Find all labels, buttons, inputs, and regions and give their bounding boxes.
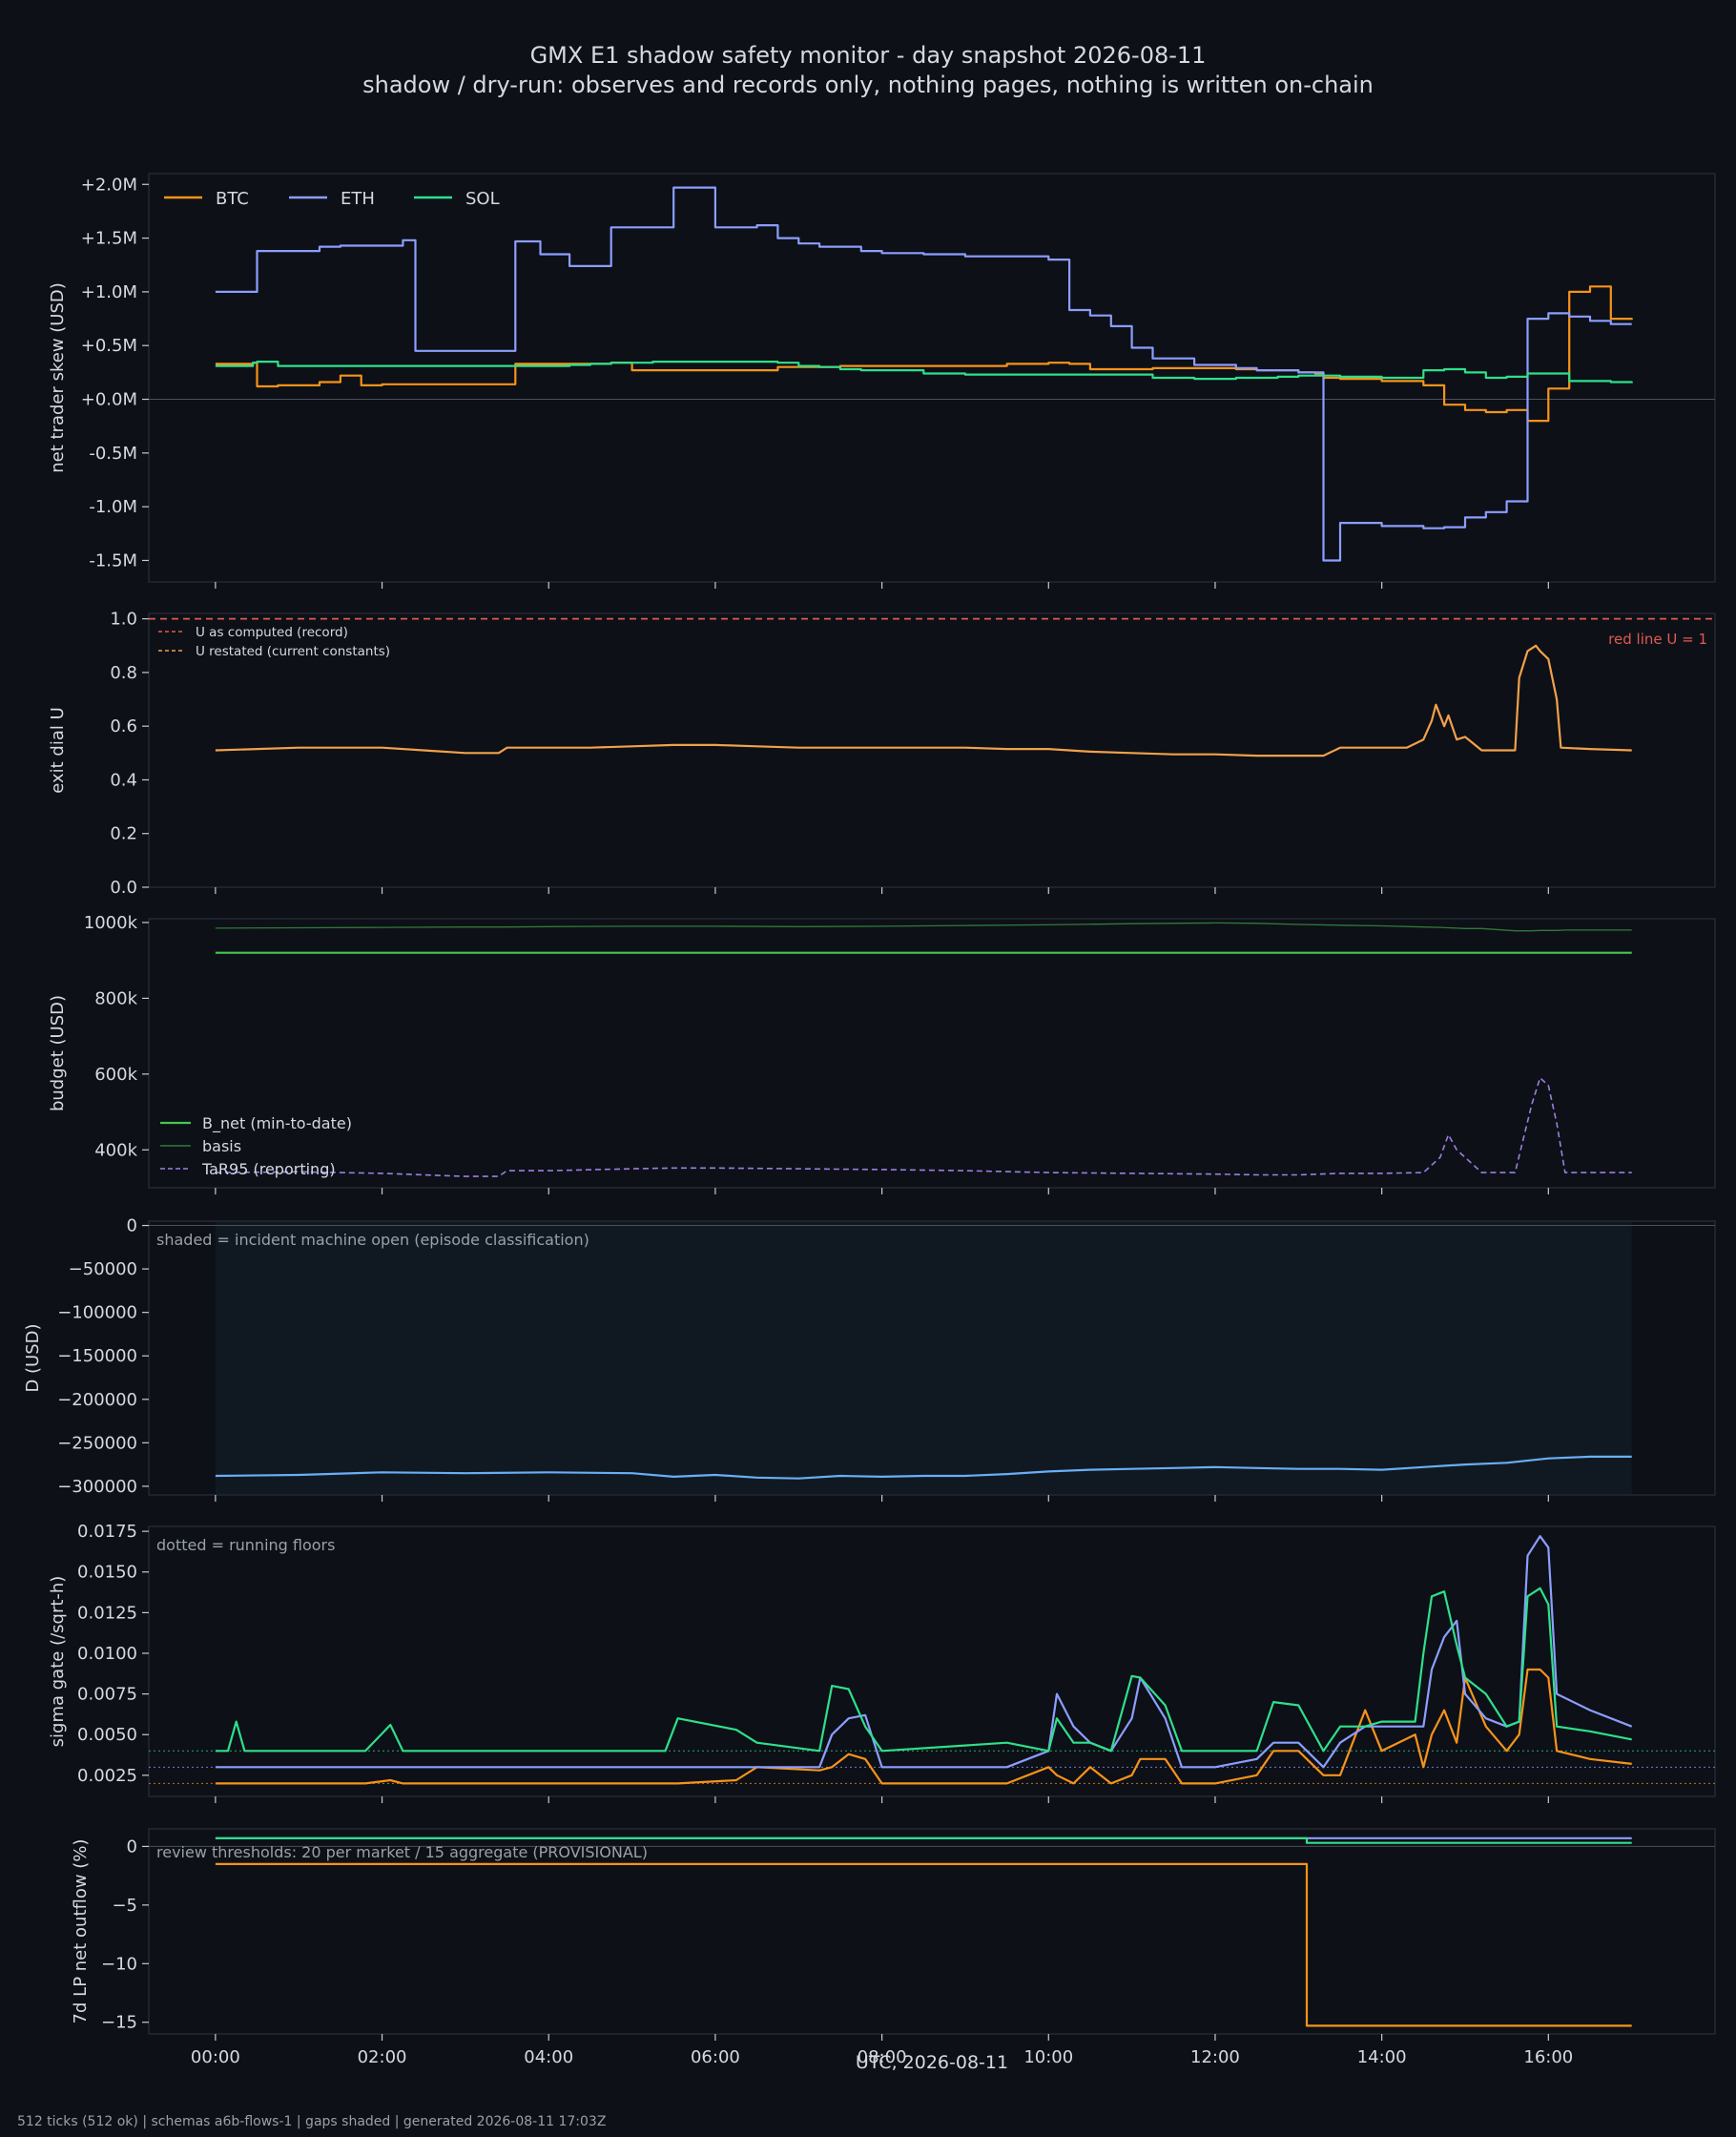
panel-4: 0 −50000 −100000 −150000 −200000 −250000 −3000… (23, 1216, 1716, 1502)
y-axis-label: budget (USD) (48, 995, 68, 1111)
y-tick-label: 1.0 (110, 610, 137, 630)
x-tick-label: 06:00 (691, 2047, 740, 2067)
panels: +2.0M +1.5M +1.0M +0.5M +0.0M -0.5M -1.0M -1.5M… (23, 173, 1716, 2067)
y-tick-label: −150000 (57, 1346, 137, 1366)
y-tick-label: 0 (127, 1216, 137, 1236)
y-tick-label: −100000 (57, 1303, 137, 1323)
y-tick-label: 0.0025 (77, 1766, 137, 1786)
y-axis-label: net trader skew (USD) (48, 282, 68, 473)
y-tick-label: +1.0M (81, 282, 137, 302)
y-axis-label: sigma gate (/sqrt-h) (48, 1576, 68, 1748)
legend-label: U as computed (record) (196, 625, 348, 640)
legend-label: BTC (216, 189, 249, 209)
x-axis-label: UTC, 2026-08-11 (856, 2052, 1008, 2073)
x-tick-label: 16:00 (1523, 2047, 1573, 2067)
legend-label: U restated (current constants) (196, 644, 390, 659)
y-tick-label: 0.0 (110, 878, 137, 898)
y-tick-label: −200000 (57, 1390, 137, 1410)
y-tick-label: 0.0050 (77, 1725, 137, 1745)
y-tick-label: 400k (94, 1140, 137, 1160)
incident-shaded-region (215, 1222, 1632, 1494)
y-tick-label: 800k (94, 988, 137, 1008)
legend-label: TaR95 (reporting) (201, 1160, 336, 1178)
series-line-sol (215, 1836, 1632, 1844)
series-line-eth (215, 186, 1632, 562)
x-tick-label: 12:00 (1190, 2047, 1240, 2067)
x-tick-label: 00:00 (191, 2047, 240, 2067)
y-axis-label: exit dial U (48, 707, 68, 794)
panel-frame (148, 1525, 1716, 1797)
legend-label: B_net (min-to-date) (202, 1114, 352, 1133)
y-tick-label: −50000 (69, 1259, 137, 1279)
panel-5: 0.0175 0.0150 0.0125 0.0100 0.0075 0.0050 0.00… (48, 1522, 1716, 1803)
series-line-sol (215, 1587, 1632, 1753)
y-tick-label: −15 (101, 2013, 137, 2033)
panel-3: 1000k 800k 600k 400k budget (USD) B_net (min-… (48, 913, 1716, 1194)
y-axis-label: 7d LP net outflow (%) (71, 1839, 91, 2024)
y-tick-label: −10 (101, 1954, 137, 1974)
y-axis-label: D (USD) (23, 1323, 43, 1392)
y-tick-label: -1.0M (89, 497, 137, 517)
series-line-sol (215, 361, 1633, 384)
y-tick-label: 1000k (84, 913, 138, 933)
y-tick-label: 0.0125 (77, 1603, 137, 1623)
series-line-u (215, 644, 1632, 757)
panel-2: 1.0 0.8 0.6 0.4 0.2 0.0 exit dial U U as comput… (48, 610, 1716, 898)
legend-label: basis (202, 1137, 241, 1155)
y-tick-label: -1.5M (89, 550, 137, 571)
x-tick-label: 10:00 (1023, 2047, 1073, 2067)
x-tick-label: 04:00 (524, 2047, 573, 2067)
chart-title: GMX E1 shadow safety monitor - day snaps… (530, 42, 1207, 69)
y-tick-label: +0.0M (81, 390, 137, 410)
y-tick-label: 0.0175 (77, 1522, 137, 1542)
y-tick-label: 0.0150 (77, 1563, 137, 1583)
legend-label: ETH (341, 189, 375, 209)
x-tick-label: 14:00 (1357, 2047, 1407, 2067)
panel-1: +2.0M +1.5M +1.0M +0.5M +0.0M -0.5M -1.0M -1.5M… (48, 173, 1716, 589)
panel-annotation: review thresholds: 20 per market / 15 ag… (156, 1843, 648, 1861)
legend-label: SOL (465, 189, 500, 209)
x-tick-label: 08:00 (858, 2047, 907, 2067)
y-tick-label: -0.5M (89, 444, 137, 464)
footer-text: 512 ticks (512 ok) | schemas a6b-flows-1… (17, 2114, 606, 2129)
y-tick-label: 0.6 (110, 716, 137, 737)
y-tick-label: 0.0075 (77, 1685, 137, 1705)
series-line-btc (215, 1862, 1632, 2027)
panel-frame (148, 173, 1716, 583)
y-tick-label: −5 (112, 1896, 137, 1916)
y-tick-label: 0.8 (110, 663, 137, 683)
panel-annotation: shaded = incident machine open (episode … (156, 1231, 589, 1249)
chart-subtitle: shadow / dry-run: observes and records o… (362, 72, 1374, 98)
panel-annotation: dotted = running floors (156, 1536, 335, 1554)
series-line-btc (215, 1668, 1632, 1785)
y-tick-label: 600k (94, 1065, 137, 1085)
series-line-tar95 (215, 1077, 1632, 1177)
y-tick-label: +0.5M (81, 336, 137, 356)
y-tick-label: 0.4 (110, 770, 137, 790)
y-tick-label: 0 (127, 1836, 137, 1857)
series-line-btc (215, 285, 1633, 423)
y-tick-label: 0.0100 (77, 1644, 137, 1664)
y-tick-label: +1.5M (81, 229, 137, 249)
y-tick-label: +2.0M (81, 175, 137, 195)
panel-6: 0 −5 −10 −15 7d LP net outflow (%) 00:00 02:00… (71, 1828, 1716, 2067)
y-tick-label: −250000 (57, 1433, 137, 1453)
y-tick-label: 0.2 (110, 824, 137, 844)
redline-label: red line U = 1 (1608, 631, 1707, 648)
series-line-d (215, 1455, 1632, 1480)
y-tick-label: −300000 (57, 1477, 137, 1497)
x-tick-label: 02:00 (358, 2047, 407, 2067)
series-line-eth (215, 1535, 1633, 1769)
series-line-basis (215, 922, 1632, 932)
panel-frame (148, 918, 1716, 1189)
